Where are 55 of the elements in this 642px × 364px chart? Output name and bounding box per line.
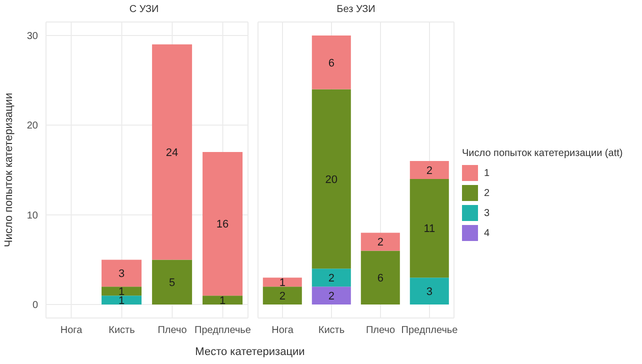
data-label: 6	[328, 57, 334, 70]
chart-title: Без УЗИ	[336, 4, 376, 15]
y-tick-label: 30	[26, 31, 38, 42]
bar	[102, 296, 142, 305]
legend-label: 2	[484, 188, 490, 198]
y-tick-label: 10	[26, 210, 38, 222]
bar	[360, 250, 400, 305]
x-tick-label: Предплечье	[194, 325, 252, 336]
data-label: 2	[426, 164, 432, 177]
data-label: 5	[168, 277, 176, 290]
data-label: 3	[118, 268, 125, 280]
bar	[262, 286, 302, 305]
bar	[312, 268, 351, 287]
x-tick-label: Кисть	[318, 325, 345, 336]
y-tick-label: 0	[32, 300, 38, 312]
data-label: 2	[279, 290, 286, 302]
bar	[262, 278, 302, 287]
bar	[312, 89, 351, 269]
bar	[102, 260, 142, 287]
data-label: 20	[325, 174, 338, 186]
x-tick-label: Предплечье	[401, 325, 458, 336]
x-tick-label: Нога	[272, 325, 294, 336]
x-tick-label: Кисть	[108, 325, 135, 336]
bar	[410, 278, 449, 305]
bar	[152, 260, 192, 305]
bar	[312, 35, 351, 90]
data-label: 6	[377, 272, 384, 285]
x-tick-label: Нога	[60, 325, 83, 336]
data-label: 16	[216, 218, 229, 231]
bar	[202, 152, 243, 296]
data-label: 2	[328, 290, 334, 302]
y-tick-label: 20	[26, 120, 38, 132]
bar	[360, 232, 400, 251]
x-tick-label: Плечо	[158, 325, 188, 336]
y-axis-title: Число попыток катетеризации	[2, 92, 15, 248]
data-label: 11	[424, 223, 436, 236]
data-label: 3	[426, 286, 432, 298]
x-axis-title: Место катетеризации	[194, 346, 306, 358]
data-label: 24	[166, 146, 178, 159]
data-label: 2	[328, 272, 334, 285]
data-label: 1	[279, 277, 286, 290]
legend-label: 4	[484, 228, 490, 238]
bar	[102, 286, 142, 296]
x-tick-label: Плечо	[366, 325, 396, 336]
bar	[410, 161, 449, 179]
bar	[152, 44, 192, 260]
data-label: 1	[219, 294, 226, 307]
legend-label: 1	[484, 168, 490, 178]
bar	[312, 286, 351, 305]
legend-label: 3	[484, 208, 490, 218]
data-label: 2	[377, 236, 384, 249]
bar	[202, 296, 243, 305]
legend-title: Число попыток катетеризации (att)	[462, 148, 624, 159]
bar	[410, 178, 449, 278]
chart-title: С УЗИ	[128, 4, 160, 15]
